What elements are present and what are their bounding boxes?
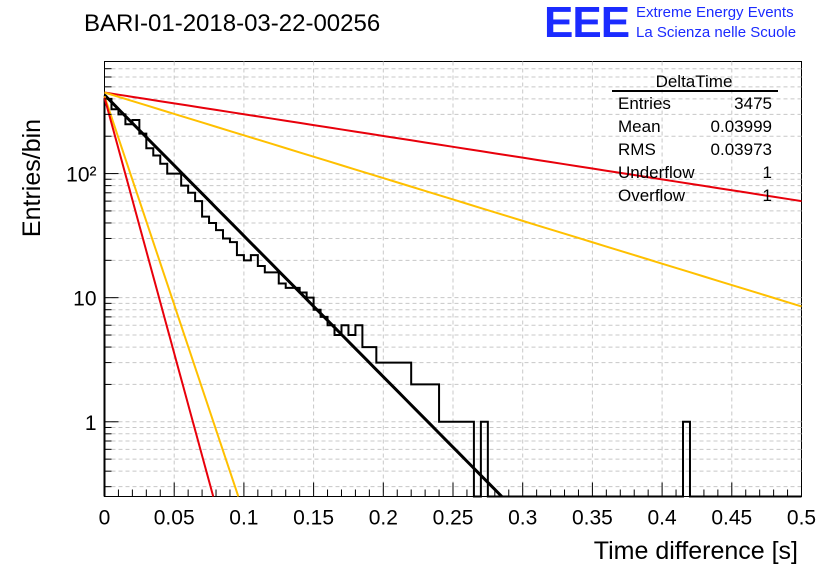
x-tick-label: 0.3	[508, 507, 537, 530]
fit-curve-black	[103, 93, 503, 498]
y-axis-label: Entries/bin	[18, 119, 46, 237]
stats-value: 0.03973	[710, 140, 772, 159]
y-tick-label: 10	[73, 288, 96, 311]
fit-curves	[103, 91, 802, 498]
x-tick-label: 0.15	[293, 507, 334, 530]
stats-value: 0.03999	[710, 117, 772, 136]
x-tick-label: 0.2	[369, 507, 398, 530]
fit-curve-red	[104, 91, 802, 203]
stats-key: Entries	[618, 94, 671, 113]
x-tick-label: 0.4	[647, 507, 677, 530]
x-tick-label: 0.05	[154, 507, 195, 530]
axes: 0 0.05 0.1 0.15 0.2 0.25 0.3 0.35 0.4 0.45 0.5 1 10 1…	[66, 68, 816, 530]
logo-line-1: Extreme Energy Events	[636, 4, 794, 21]
y-tick-label: 10²	[66, 164, 96, 187]
eee-logo: EEE	[544, 0, 630, 47]
grid	[104, 61, 802, 497]
stats-key: Underflow	[618, 163, 695, 182]
x-tick-label: 0.1	[229, 507, 258, 530]
stats-title: DeltaTime	[655, 72, 733, 91]
stats-key: Overflow	[618, 186, 686, 205]
fit-curve-yellow	[104, 91, 802, 308]
histogram	[103, 97, 802, 498]
run-title: BARI-01-2018-03-22-00256	[84, 10, 381, 37]
stats-value: 3475	[734, 94, 772, 113]
stats-key: RMS	[618, 140, 656, 159]
x-tick-label: 0.5	[787, 507, 816, 530]
stats-divider	[612, 90, 778, 92]
x-axis-label: Time difference [s]	[594, 537, 798, 565]
x-tick-label: 0	[99, 507, 111, 530]
x-tick-label: 0.25	[433, 507, 474, 530]
y-tick-label: 1	[85, 412, 97, 435]
x-tick-label: 0.45	[711, 507, 752, 530]
stats-key: Mean	[618, 117, 661, 136]
stats-value: 1	[762, 186, 772, 205]
fit-curve-yellow	[103, 95, 240, 497]
x-tick-label: 0.35	[572, 507, 613, 530]
histogram-outline	[103, 97, 802, 498]
logo-line-2: La Scienza nelle Scuole	[636, 24, 797, 41]
fit-curve-red	[103, 97, 215, 497]
stats-value: 1	[762, 163, 772, 182]
